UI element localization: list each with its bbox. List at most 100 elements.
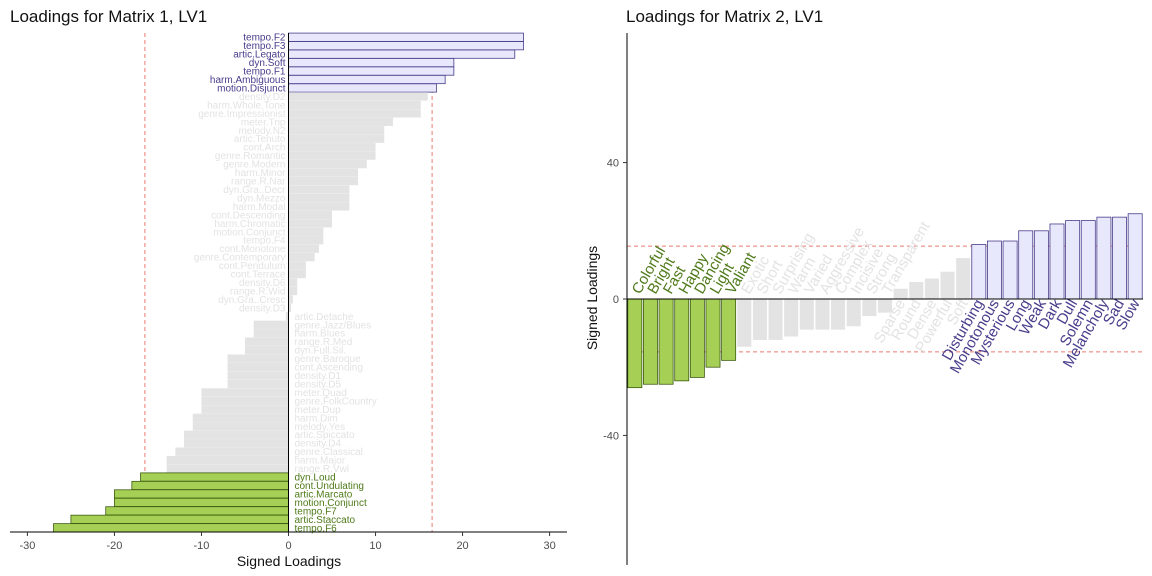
matrix1-bar-label: artic.Tenuto bbox=[234, 134, 286, 145]
matrix2-bar bbox=[956, 258, 971, 299]
matrix1-bar-label: tempo.F2 bbox=[243, 33, 286, 44]
matrix1-bar-label: artic.Legato bbox=[233, 50, 286, 61]
matrix1-bar bbox=[288, 210, 333, 219]
matrix2-bar bbox=[799, 299, 814, 330]
matrix1-bar bbox=[288, 159, 367, 169]
matrix1-bar bbox=[288, 83, 437, 93]
matrix1-bar bbox=[288, 100, 421, 110]
matrix1-bar-label: range.R.Nar bbox=[231, 177, 286, 188]
matrix2-bar bbox=[1065, 220, 1081, 300]
matrix1-bar-label: density.D2 bbox=[239, 92, 286, 103]
matrix2-y-axis-label: Signed Loadings bbox=[584, 246, 600, 350]
matrix1-bar-label: dyn.Gra..Decr bbox=[223, 185, 286, 196]
matrix2-bar bbox=[658, 298, 674, 385]
matrix1-bar bbox=[244, 337, 289, 346]
matrix1-bar bbox=[288, 303, 292, 313]
matrix1-bar-label: genre.Romantic bbox=[215, 151, 286, 162]
matrix1-bar bbox=[288, 151, 376, 160]
matrix2-bar bbox=[846, 299, 861, 327]
matrix1-bar-label: artic.Staccato bbox=[295, 515, 356, 526]
matrix1-bar bbox=[288, 176, 359, 186]
matrix1-bar-label: tempo.F4 bbox=[243, 236, 286, 247]
matrix1-bar bbox=[288, 193, 350, 203]
matrix2-bar bbox=[1127, 213, 1143, 300]
matrix1-bar-label: harm.Dim bbox=[295, 413, 338, 424]
matrix1-bar-label: range.R.Vwi bbox=[295, 464, 349, 475]
matrix1-bar-label: genre.FolkCountry bbox=[295, 396, 377, 407]
matrix1-bar-label: cont.Pendulum bbox=[219, 261, 286, 272]
matrix1-bar-label: genre.Baroque bbox=[295, 354, 362, 365]
matrix1-bar bbox=[288, 244, 319, 253]
matrix1-bar bbox=[244, 346, 289, 355]
matrix1-bar-label: harm.Chromatic bbox=[214, 219, 285, 230]
matrix2-bar bbox=[909, 281, 924, 299]
matrix1-chart-title: Loadings for Matrix 1, LV1 bbox=[10, 7, 207, 26]
matrix2-bar bbox=[752, 299, 767, 340]
matrix2-chart-title: Loadings for Matrix 2, LV1 bbox=[626, 7, 823, 26]
matrix1-bar-label: cont.Descending bbox=[211, 210, 286, 221]
matrix1-bar bbox=[288, 74, 446, 85]
matrix2-bar bbox=[815, 299, 830, 330]
matrix2-bar bbox=[1002, 240, 1018, 300]
matrix1-bar-label: motion.Conjunct bbox=[295, 498, 367, 509]
matrix1-bar bbox=[288, 32, 524, 42]
matrix1-bar bbox=[288, 92, 428, 101]
matrix1-x-tick-label: -30 bbox=[19, 540, 35, 552]
matrix1-bar bbox=[288, 295, 293, 304]
matrix1-bar-label: range.R.Wid bbox=[230, 286, 286, 297]
matrix1-bar bbox=[288, 236, 324, 245]
matrix1-bar bbox=[288, 227, 324, 236]
matrix1-bar bbox=[201, 405, 289, 414]
matrix1-bar bbox=[166, 464, 289, 473]
matrix1-x-axis-label: Signed Loadings bbox=[237, 553, 341, 569]
matrix1-bar-label: density.D4 bbox=[295, 439, 342, 450]
matrix1-bar-label: harm.Blues bbox=[295, 329, 346, 340]
matrix1-bar bbox=[288, 219, 333, 228]
matrix2-bar bbox=[924, 278, 939, 299]
matrix2-bar bbox=[971, 244, 987, 300]
matrix1-bar-label: cont.Arch bbox=[243, 143, 285, 154]
matrix1-x-tick-label: 0 bbox=[285, 540, 291, 552]
matrix1-bar bbox=[140, 472, 289, 482]
matrix1-bar bbox=[288, 66, 455, 76]
matrix1-bar-label: dyn.Gra..Cresc bbox=[218, 295, 285, 306]
matrix1-bar bbox=[288, 143, 376, 152]
matrix2-y-tick-label: 40 bbox=[607, 158, 619, 170]
matrix1-bar bbox=[114, 489, 289, 499]
matrix2-bar bbox=[627, 298, 643, 389]
matrix2-bar bbox=[689, 298, 705, 378]
matrix1-bar bbox=[184, 430, 289, 439]
matrix1-loadings-chart: Loadings for Matrix 1, LV1 Signed Loadin… bbox=[10, 7, 567, 569]
matrix1-bar bbox=[288, 286, 298, 296]
matrix2-y-tick-label: -40 bbox=[603, 430, 619, 442]
matrix1-bar-label: dyn.Soft bbox=[249, 58, 286, 69]
matrix2-bar bbox=[768, 299, 783, 340]
matrix1-bar bbox=[114, 497, 289, 507]
matrix1-bar bbox=[227, 371, 289, 380]
matrix1-bar bbox=[131, 480, 289, 491]
matrix1-bar-label: genre.Jazz/Blues bbox=[295, 320, 372, 331]
matrix1-bar bbox=[227, 379, 289, 389]
matrix1-bar-label: melody.Yes bbox=[295, 422, 346, 433]
matrix1-bar-label: genre.Modern bbox=[223, 160, 285, 171]
matrix1-bar bbox=[288, 252, 315, 262]
matrix1-bar-label: dyn.Loud bbox=[295, 473, 336, 484]
matrix1-bar-label: artic.Detache bbox=[295, 312, 354, 323]
matrix1-bar bbox=[253, 329, 289, 338]
matrix1-bar bbox=[288, 126, 385, 135]
matrix1-bar bbox=[288, 168, 359, 177]
matrix2-bar bbox=[831, 299, 846, 330]
matrix1-bar bbox=[285, 312, 289, 321]
matrix2-bar bbox=[784, 299, 799, 337]
matrix1-bar bbox=[288, 41, 524, 51]
matrix2-bar bbox=[674, 298, 690, 382]
matrix2-bar bbox=[643, 298, 658, 385]
matrix1-x-tick-label: -10 bbox=[194, 540, 210, 552]
matrix1-bar-label: harm.Major bbox=[295, 456, 346, 467]
matrix1-bar-label: tempo.F1 bbox=[243, 67, 286, 78]
matrix1-bar-label: genre.Contemporary bbox=[194, 253, 286, 264]
matrix1-bar bbox=[53, 523, 289, 533]
matrix1-bar bbox=[166, 455, 289, 465]
matrix2-bar bbox=[705, 298, 721, 368]
